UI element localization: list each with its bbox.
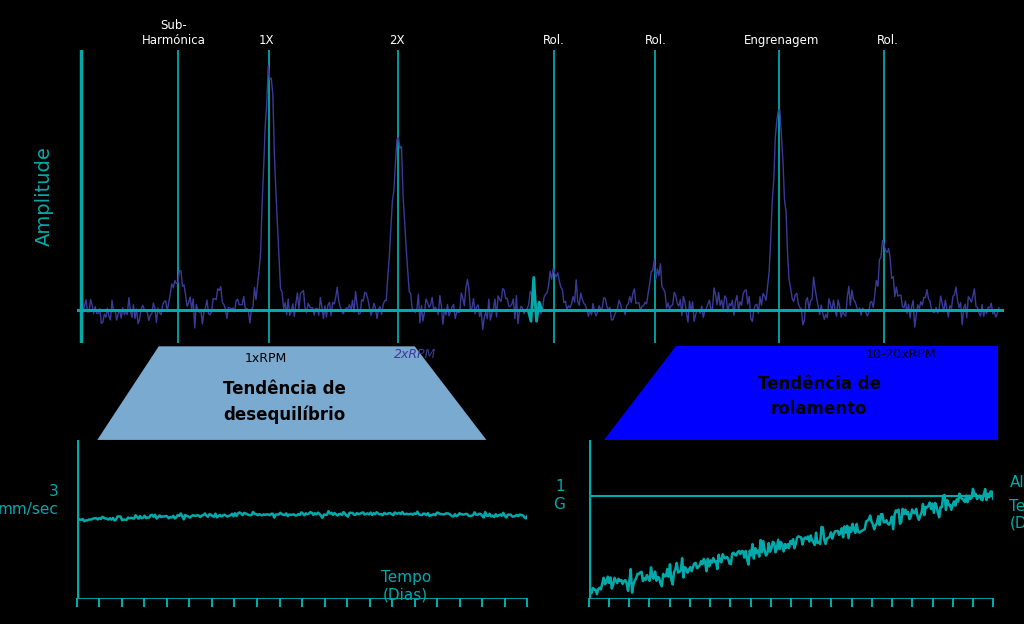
Text: Tendência de: Tendência de <box>758 375 881 392</box>
Text: desequilíbrio: desequilíbrio <box>223 405 346 424</box>
Text: Alarme: Alarme <box>1010 475 1024 490</box>
Text: Amplitude: Amplitude <box>35 147 54 246</box>
Text: Tempo
(Dias): Tempo (Dias) <box>1010 499 1024 531</box>
Text: 3
mm/sec: 3 mm/sec <box>0 484 58 517</box>
Text: Tendência de: Tendência de <box>223 381 346 398</box>
Text: 10-20xRPM: 10-20xRPM <box>866 348 936 361</box>
Text: Rol.: Rol. <box>645 34 667 47</box>
Text: Rol.: Rol. <box>543 34 565 47</box>
Text: 2X: 2X <box>389 34 404 47</box>
Text: 1X: 1X <box>259 34 274 47</box>
Text: 1xRPM: 1xRPM <box>245 353 288 365</box>
Text: Sub-
Harmónica: Sub- Harmónica <box>142 19 206 47</box>
Text: rolamento: rolamento <box>771 400 867 417</box>
Text: Rol.: Rol. <box>877 34 899 47</box>
Text: 1
G: 1 G <box>553 479 564 512</box>
Text: 2xRPM: 2xRPM <box>393 348 436 361</box>
Text: Engrenagem: Engrenagem <box>743 34 819 47</box>
Text: Tempo
(Dias): Tempo (Dias) <box>381 570 431 603</box>
